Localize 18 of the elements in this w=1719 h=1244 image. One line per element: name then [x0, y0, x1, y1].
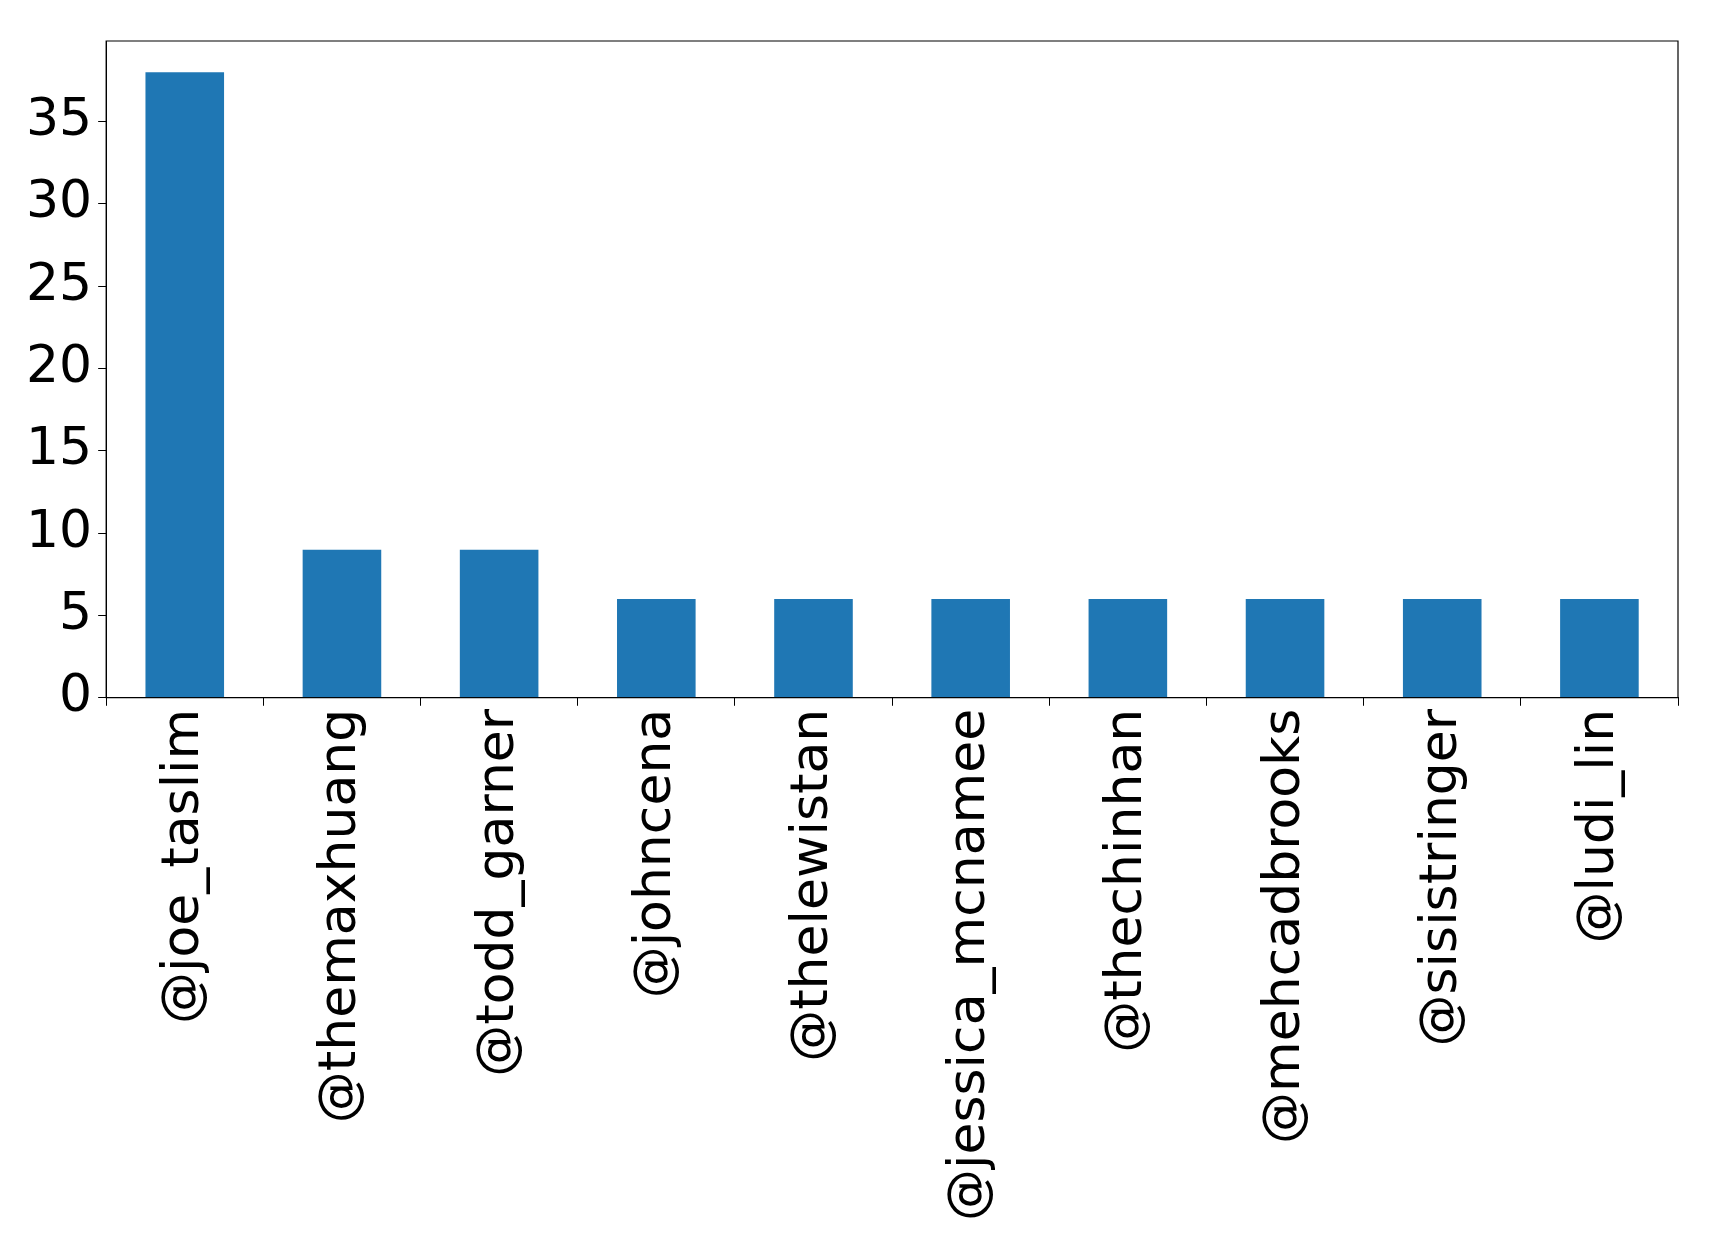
x-tick-label: @themaxhuang	[307, 708, 368, 1124]
y-tick-label: 20	[26, 334, 93, 395]
x-tick-label: @todd_garner	[464, 708, 525, 1077]
x-tick-label: @mehcadbrooks	[1250, 708, 1311, 1144]
x-tick-label: @thelewistan	[779, 708, 840, 1062]
x-tick-label: @joe_taslim	[150, 708, 211, 1024]
y-tick-label: 5	[59, 580, 93, 641]
y-tick-label: 35	[26, 87, 93, 148]
x-tick-label: @sisistringer	[1407, 708, 1468, 1047]
y-tick-label: 10	[26, 498, 93, 559]
x-tick-label: @johncena	[621, 708, 682, 999]
x-tick-label: @ludi_lin	[1564, 708, 1625, 944]
y-tick-label: 0	[59, 663, 93, 724]
y-tick-label: 30	[26, 169, 93, 230]
y-tick-label: 25	[26, 251, 93, 312]
x-tick-label: @jessica_mcnamee	[936, 708, 997, 1221]
x-tick-label: @thechinhan	[1093, 708, 1154, 1053]
y-tick-label: 15	[26, 416, 93, 477]
